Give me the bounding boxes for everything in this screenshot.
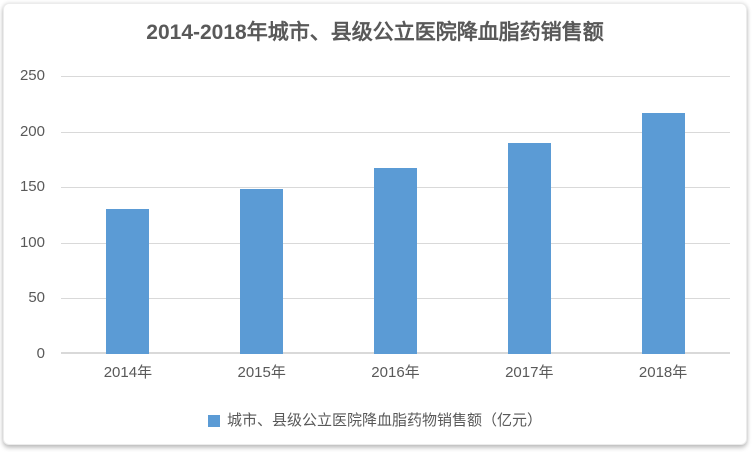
y-tick-label-50: 50 bbox=[28, 289, 45, 307]
y-axis: 0 50 100 150 200 250 bbox=[4, 68, 54, 362]
chart-title: 2014-2018年城市、县级公立医院降血脂药销售额 bbox=[146, 21, 604, 44]
gridline-200 bbox=[61, 131, 730, 133]
y-tick-label-0: 0 bbox=[36, 345, 45, 362]
x-axis: 2014年 2015年 2016年 2017年 2018年 bbox=[61, 363, 730, 383]
bar-2016年 bbox=[373, 168, 417, 354]
x-tick-label-2014年: 2014年 bbox=[103, 364, 153, 381]
y-tick-label-250: 250 bbox=[19, 67, 45, 84]
y-tick-label-100: 100 bbox=[19, 233, 45, 251]
bar-slot-2017年 bbox=[462, 76, 596, 354]
bar-slot-2015年 bbox=[195, 76, 329, 354]
legend: 城市、县级公立医院降血脂药物销售额（亿元） bbox=[4, 410, 746, 432]
x-tick-label-2016年: 2016年 bbox=[371, 364, 420, 381]
y-tick-label-200: 200 bbox=[19, 122, 45, 140]
legend-label: 城市、县级公立医院降血脂药物销售额（亿元） bbox=[226, 412, 542, 429]
bar-2017年 bbox=[507, 142, 551, 354]
bar-series bbox=[61, 76, 730, 354]
x-tick-label-2015年: 2015年 bbox=[237, 364, 286, 381]
bar-slot-2016年 bbox=[329, 76, 463, 354]
bar-2015年 bbox=[240, 189, 284, 354]
x-tick-label-2017年: 2017年 bbox=[505, 364, 554, 381]
y-tick-label-150: 150 bbox=[19, 178, 45, 196]
gridline-250 bbox=[61, 76, 730, 77]
bar-slot-2014年 bbox=[61, 76, 195, 354]
x-tick-label-2018年: 2018年 bbox=[638, 364, 688, 381]
chart-card: 2014-2018年城市、县级公立医院降血脂药销售额 0 50 100 150 200 2… bbox=[3, 3, 747, 445]
plot-area bbox=[61, 76, 730, 354]
bar-2014年 bbox=[106, 209, 150, 354]
bar-slot-2018年 bbox=[596, 76, 730, 354]
bar-2018年 bbox=[641, 112, 685, 354]
legend-marker-icon bbox=[207, 415, 220, 427]
